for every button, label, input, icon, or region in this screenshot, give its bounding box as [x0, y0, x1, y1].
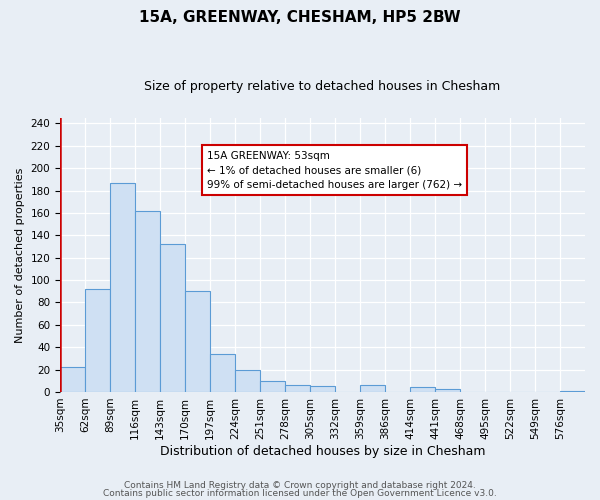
Bar [435, 388, 460, 392]
Bar [560, 391, 585, 392]
Bar [310, 386, 335, 392]
Bar [135, 210, 160, 392]
Bar [260, 381, 285, 392]
Title: Size of property relative to detached houses in Chesham: Size of property relative to detached ho… [145, 80, 500, 93]
Text: 15A GREENWAY: 53sqm
← 1% of detached houses are smaller (6)
99% of semi-detached: 15A GREENWAY: 53sqm ← 1% of detached hou… [207, 150, 462, 190]
Text: Contains public sector information licensed under the Open Government Licence v3: Contains public sector information licen… [103, 488, 497, 498]
Text: Contains HM Land Registry data © Crown copyright and database right 2024.: Contains HM Land Registry data © Crown c… [124, 481, 476, 490]
Bar [60, 368, 85, 392]
Bar [85, 289, 110, 392]
Bar [160, 244, 185, 392]
Bar [185, 291, 210, 392]
Y-axis label: Number of detached properties: Number of detached properties [15, 167, 25, 342]
Bar [110, 182, 135, 392]
Bar [235, 370, 260, 392]
X-axis label: Distribution of detached houses by size in Chesham: Distribution of detached houses by size … [160, 444, 485, 458]
Bar [210, 354, 235, 392]
Bar [410, 388, 435, 392]
Text: 15A, GREENWAY, CHESHAM, HP5 2BW: 15A, GREENWAY, CHESHAM, HP5 2BW [139, 10, 461, 25]
Bar [360, 385, 385, 392]
Bar [285, 385, 310, 392]
